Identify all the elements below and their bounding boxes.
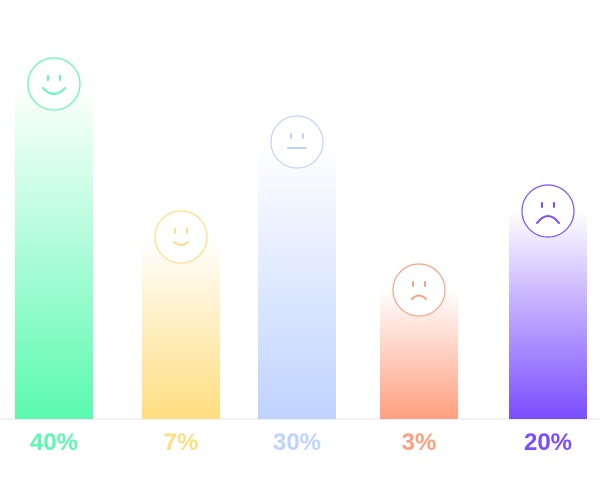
sad-face-icon [521, 184, 575, 238]
value-label-neutral: 30% [273, 429, 321, 456]
value-label-dissatisfied: 3% [402, 429, 437, 456]
labels-layer: 40% 7% 30% 3% 20% [30, 429, 572, 456]
frown-face-icon [392, 263, 446, 317]
value-label-very-satisfied: 40% [30, 429, 78, 456]
bar-very-satisfied [15, 84, 93, 419]
bar-very-dissatisfied [509, 211, 587, 419]
big-smile-face-icon [27, 57, 81, 111]
neutral-face-icon [270, 115, 324, 169]
icons-layer [27, 57, 575, 317]
bar-neutral [258, 142, 336, 419]
value-label-satisfied: 7% [164, 429, 199, 456]
smile-face-icon [154, 210, 208, 264]
value-label-very-dissatisfied: 20% [524, 429, 572, 456]
bar-satisfied [142, 237, 220, 419]
